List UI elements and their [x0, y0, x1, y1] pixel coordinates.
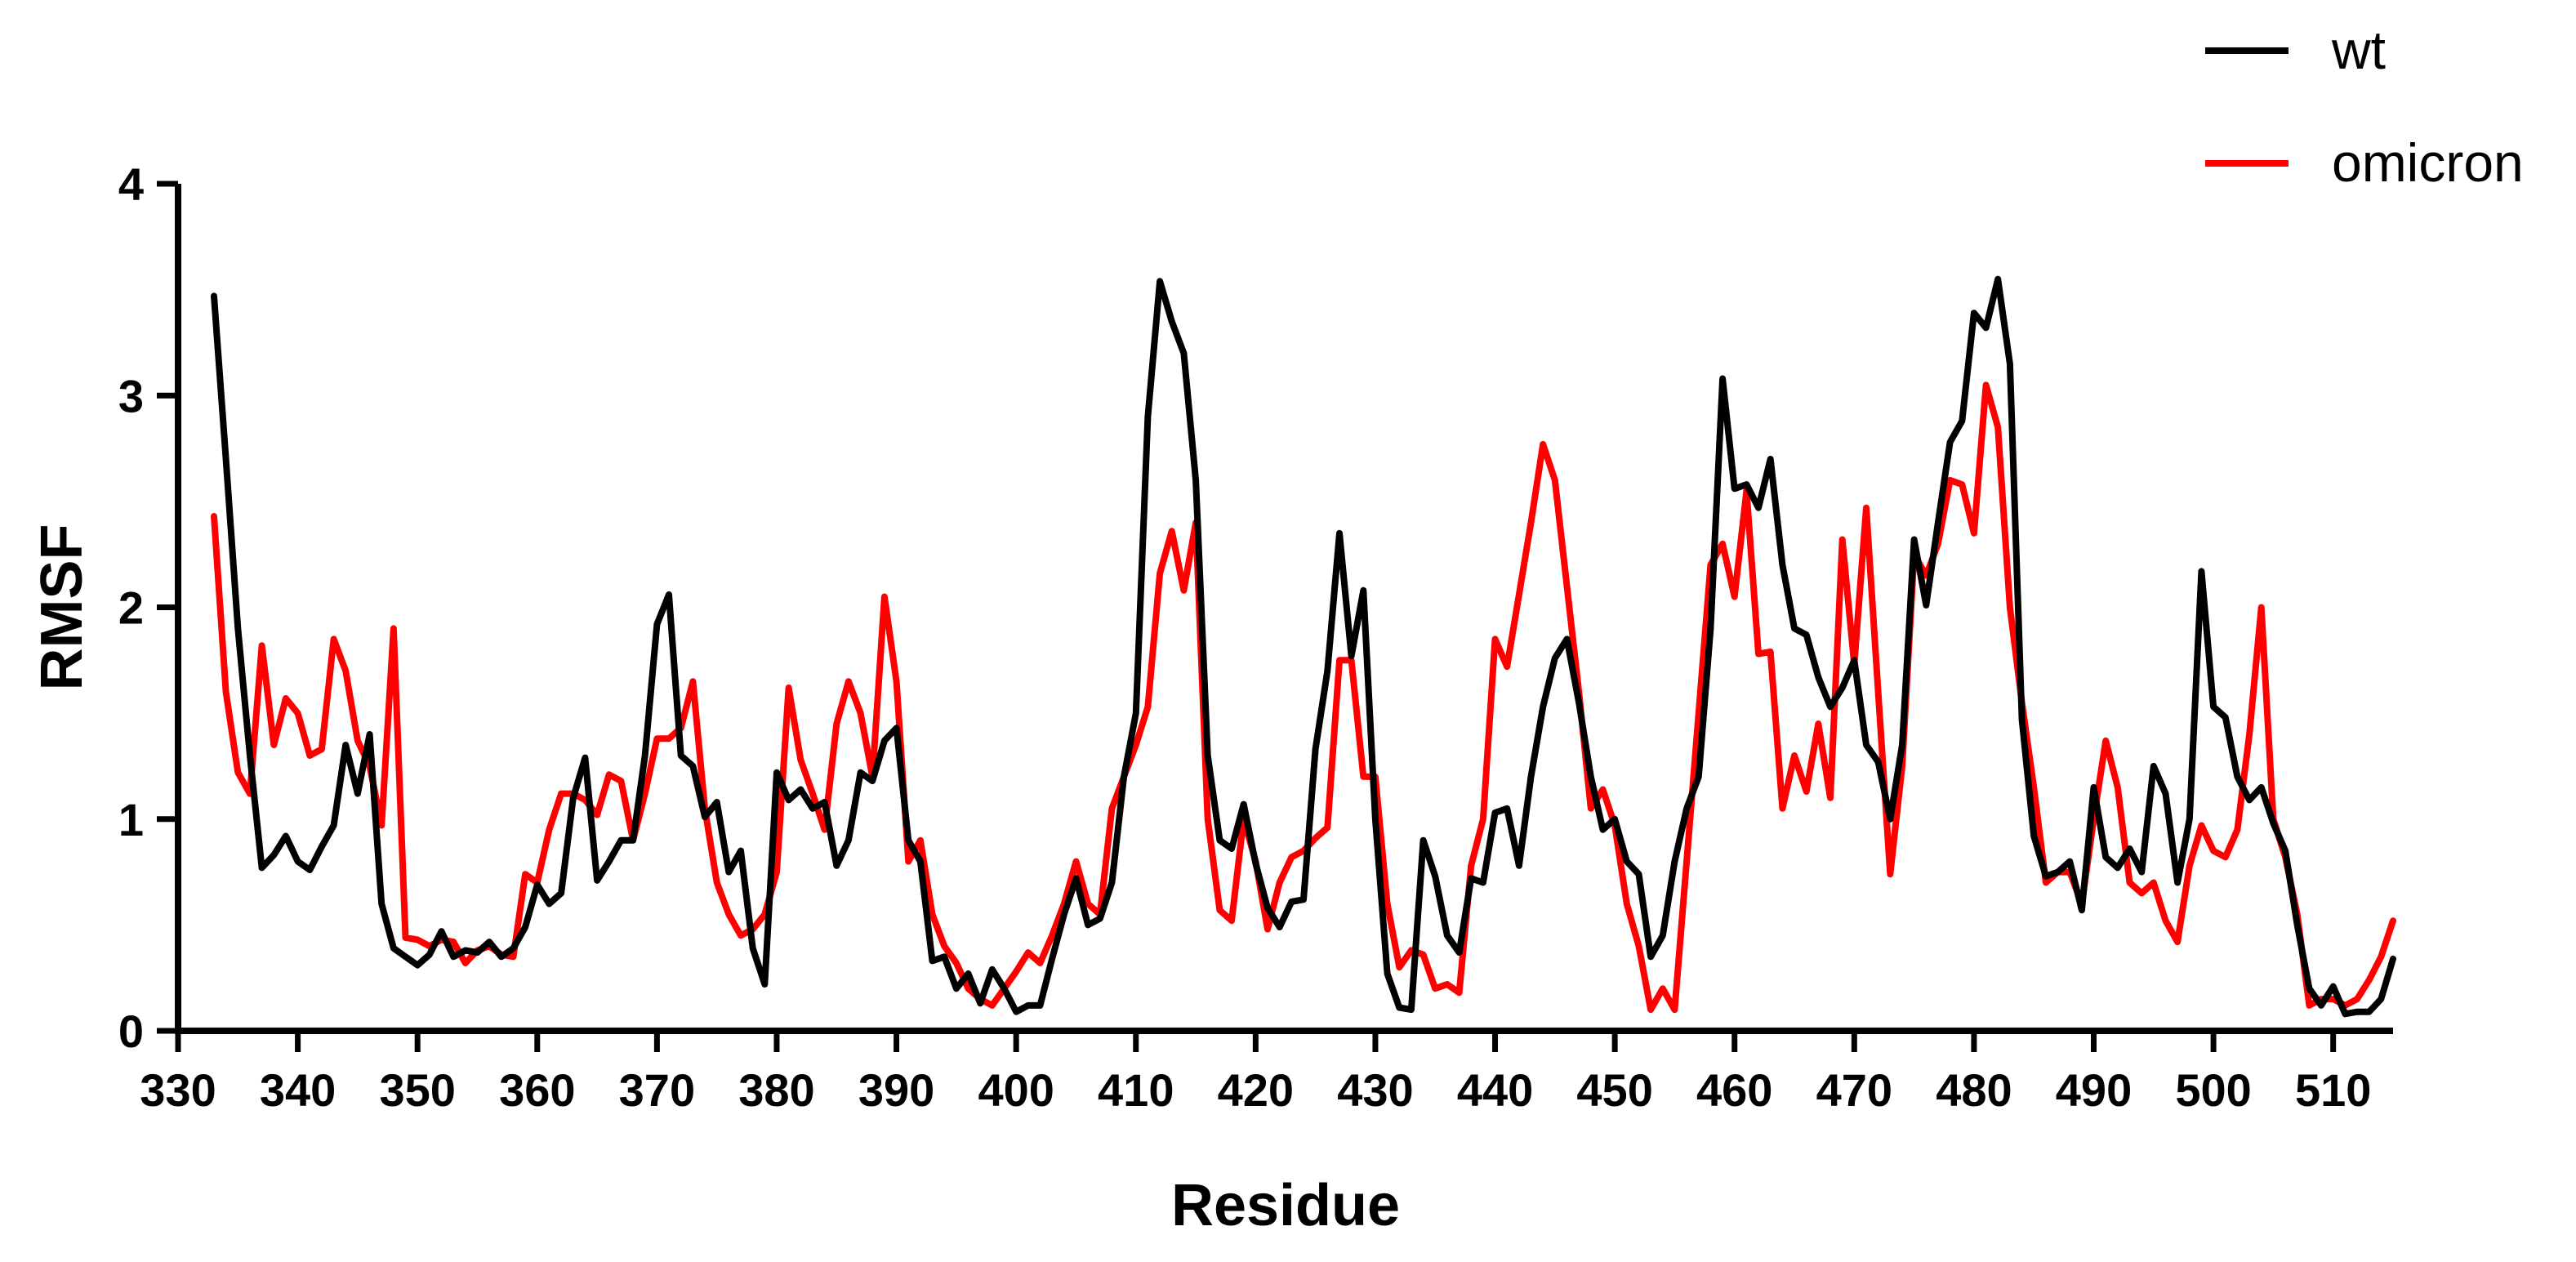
y-axis-title: RMSF — [29, 524, 95, 691]
y-tick-label: 2 — [118, 582, 144, 634]
series-layer — [211, 275, 2396, 1018]
x-tick-label: 450 — [1576, 1064, 1652, 1116]
x-axis-title: Residue — [1171, 1173, 1400, 1238]
x-tick-label: 460 — [1696, 1064, 1772, 1116]
x-tick-label: 500 — [2175, 1064, 2251, 1116]
series-line-wt — [211, 275, 2396, 1018]
x-tick-label: 350 — [379, 1064, 455, 1116]
x-tick-label: 430 — [1337, 1064, 1413, 1116]
legend-label-omicron: omicron — [2332, 132, 2524, 193]
x-tick-label: 400 — [978, 1064, 1054, 1116]
x-tick-label: 470 — [1816, 1064, 1892, 1116]
x-tick-label: 420 — [1218, 1064, 1294, 1116]
legend-label-wt: wt — [2331, 20, 2386, 80]
x-tick-label: 330 — [140, 1064, 216, 1116]
x-tick-label: 490 — [2056, 1064, 2132, 1116]
x-tick-label: 440 — [1457, 1064, 1533, 1116]
x-tick-label: 510 — [2295, 1064, 2371, 1116]
y-tick-label: 0 — [118, 1006, 144, 1057]
x-tick-label: 410 — [1098, 1064, 1174, 1116]
legend: wt omicron — [2205, 20, 2524, 193]
y-tick-label: 1 — [118, 794, 144, 845]
y-axis-ticks: 0 1 2 3 4 — [118, 158, 178, 1057]
x-tick-label: 380 — [738, 1064, 814, 1116]
x-tick-label: 390 — [858, 1064, 934, 1116]
x-tick-label: 370 — [619, 1064, 695, 1116]
x-tick-label: 360 — [499, 1064, 575, 1116]
y-tick-label: 4 — [118, 158, 144, 210]
x-axis-ticks: 330 340 350 360 370 380 390 400 410 420 430 440 450 4… — [140, 1031, 2371, 1116]
axes — [175, 184, 2393, 1034]
series-line-omicron — [211, 381, 2396, 1014]
x-tick-label: 480 — [1936, 1064, 2012, 1116]
x-tick-label: 340 — [260, 1064, 336, 1116]
y-tick-label: 3 — [118, 370, 144, 421]
